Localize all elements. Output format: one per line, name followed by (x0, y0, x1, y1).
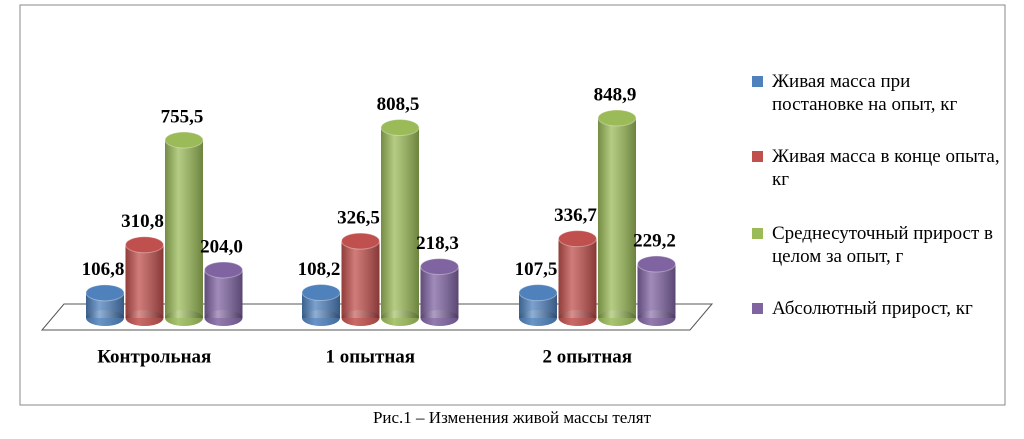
bar-cap (518, 284, 558, 302)
bar-shade (598, 118, 636, 318)
legend-swatch (752, 303, 763, 314)
data-label: 218,3 (416, 233, 459, 254)
bar-cap (164, 131, 204, 149)
legend-item: Абсолютный прирост, кг (750, 297, 1000, 320)
bar-cap (301, 284, 341, 302)
legend-item: Живая масса при постановке на опыт, кг (750, 70, 1000, 116)
data-label: 755,5 (161, 106, 204, 127)
bar-base-shade (420, 310, 459, 326)
bar-base-shade (519, 310, 557, 326)
legend-swatch (752, 151, 763, 162)
bar-cap (420, 258, 459, 276)
bar-base-shade (302, 310, 340, 326)
legend-item: Живая масса в конце опыта, кг (750, 145, 1000, 191)
legend-label: Живая масса в конце опыта, кг (772, 146, 1000, 190)
legend-label: Живая масса при постановке на опыт, кг (772, 71, 958, 115)
data-label: 326,5 (337, 207, 380, 228)
bar-base-shade (558, 310, 597, 326)
bar-base-shade (381, 310, 419, 326)
legend-swatch (752, 76, 763, 87)
bar-cap (558, 230, 597, 248)
legend-item: Среднесуточный прирост в целом за опыт, … (750, 222, 1000, 268)
data-label: 808,5 (377, 94, 420, 115)
legend-label: Абсолютный прирост, кг (772, 298, 973, 319)
bar-base-shade (598, 310, 636, 326)
bar-base-shade (204, 310, 243, 326)
bar-cap (597, 109, 637, 127)
data-label: 204,0 (200, 236, 243, 257)
bar-shade (165, 140, 203, 318)
bar-base-shade (341, 310, 380, 326)
bar-cap (204, 261, 243, 279)
bar-cap (637, 255, 676, 273)
bar-cap (380, 119, 420, 137)
chart-frame (19, 4, 1006, 406)
bar-cap (341, 232, 380, 250)
bar-base-shade (86, 310, 124, 326)
x-tick-label: Контрольная (97, 346, 211, 367)
data-label: 106,8 (82, 259, 125, 280)
chart-title: Рис.1 – Изменения живой массы телят (372, 408, 652, 427)
bar-base-shade (125, 310, 164, 326)
data-label: 848,9 (594, 84, 637, 105)
legend-swatch (752, 228, 763, 239)
data-label: 336,7 (554, 205, 597, 226)
bar-base-shade (165, 310, 203, 326)
legend-label: Среднесуточный прирост в целом за опыт, … (772, 223, 994, 267)
x-tick-label: 2 опытная (542, 346, 632, 367)
bar-shade (420, 266, 459, 318)
bar-shade (558, 238, 597, 318)
data-label: 229,2 (633, 230, 676, 251)
bar-shade (125, 244, 164, 318)
bar-base-shade (637, 310, 676, 326)
data-label: 310,8 (121, 211, 164, 232)
bar-cap (85, 284, 125, 302)
bar-shade (341, 241, 380, 318)
data-label: 108,2 (298, 259, 341, 280)
bar-shade (381, 127, 419, 318)
bar-shade (637, 264, 676, 318)
data-label: 107,5 (515, 259, 558, 280)
bar-shade (204, 269, 243, 318)
x-tick-label: 1 опытная (325, 346, 415, 367)
bar-cap (125, 236, 164, 254)
